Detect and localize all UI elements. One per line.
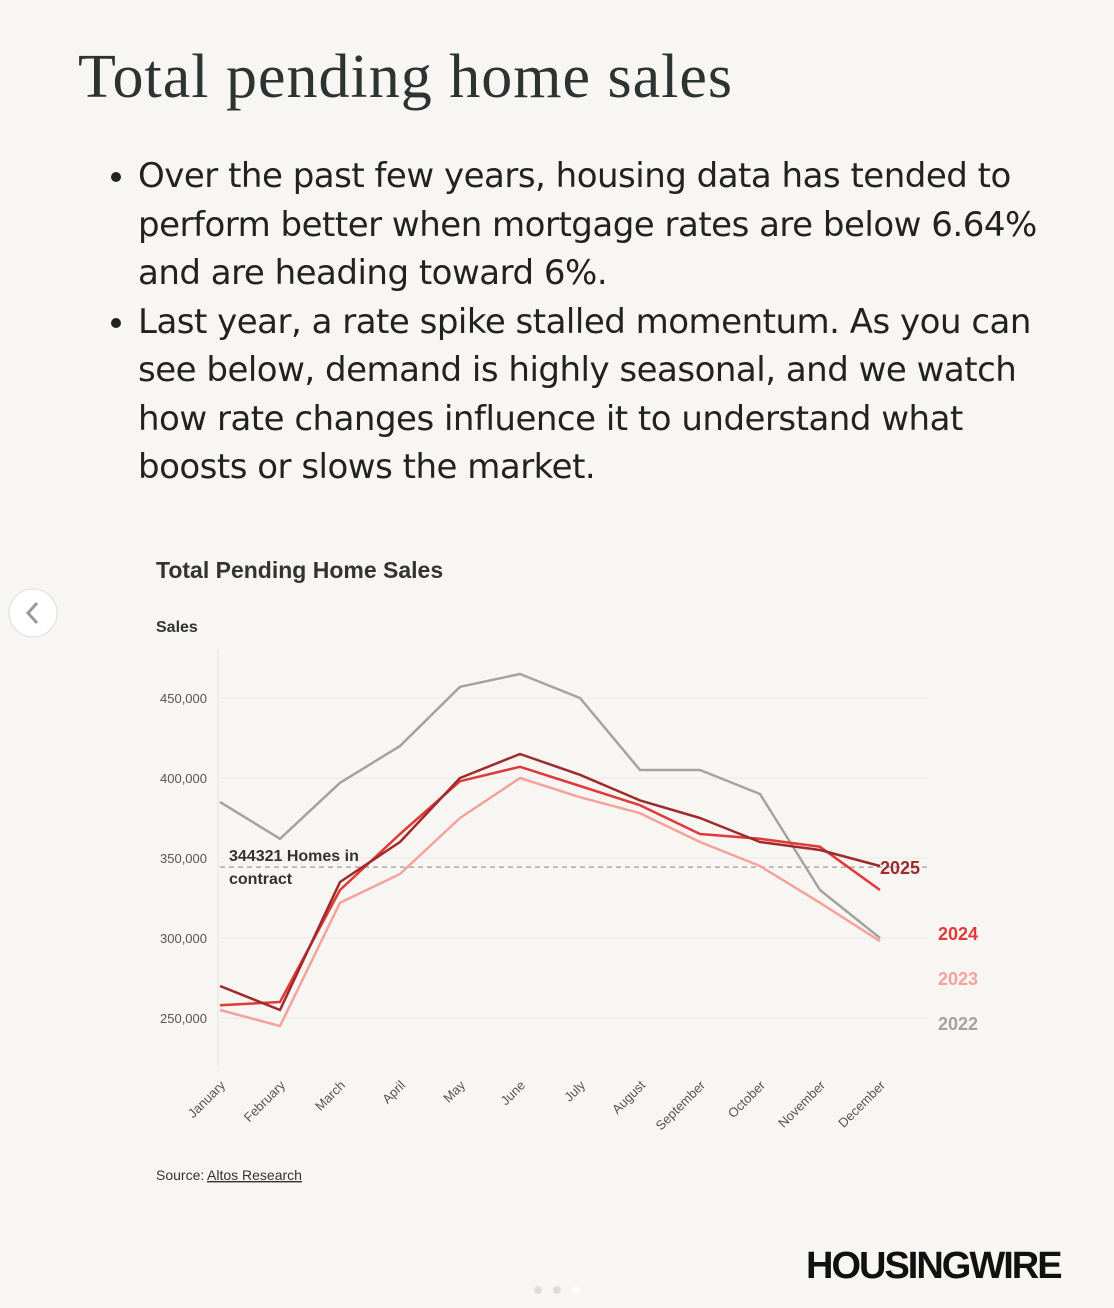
y-tick-label: 450,000 [160,691,207,706]
x-tick-label: June [498,1078,529,1109]
bullet-list: Over the past few years, housing data ha… [100,152,1078,492]
source-prefix: Source: [156,1167,204,1183]
x-tick-label: July [561,1077,588,1104]
brand-logo: HOUSINGWIRE [806,1245,1061,1287]
series-end-label: 2024 [938,924,978,944]
series-end-label: 2023 [938,969,978,989]
x-tick-label: April [379,1077,408,1106]
x-tick-label: May [440,1077,468,1105]
chart-title: Total Pending Home Sales [156,557,443,583]
y-axis-label: Sales [156,619,198,636]
x-tick-label: February [241,1077,289,1125]
x-tick-label: December [835,1077,888,1130]
source-link[interactable]: Altos Research [207,1167,302,1183]
back-icon [25,601,39,625]
bullet: Over the past few years, housing data ha… [138,152,1078,298]
page-title: Total pending home sales [78,43,734,111]
x-tick-label: September [653,1077,709,1133]
series-line [219,765,881,1007]
y-tick-label: 350,000 [160,851,207,866]
y-tick-label: 250,000 [160,1011,207,1026]
reference-label: 344321 Homes in contract [229,848,359,888]
series-line [219,752,881,1012]
series-line [219,776,881,1028]
page-dot[interactable] [553,1286,561,1294]
y-tick-label: 300,000 [160,931,207,946]
series-end-label: 2025 [880,858,920,878]
page-dot[interactable] [572,1286,580,1294]
series-line [219,672,881,939]
series-end-label: 2022 [938,1014,978,1034]
bullet: Last year, a rate spike stalled momentum… [138,298,1078,492]
y-tick-label: 400,000 [160,771,207,786]
x-tick-label: November [775,1077,828,1130]
x-tick-label: March [312,1078,348,1114]
page-dot[interactable] [534,1286,542,1294]
x-tick-label: October [725,1077,769,1121]
back-button[interactable] [8,588,58,638]
x-tick-label: August [609,1077,648,1116]
x-tick-label: January [185,1077,229,1121]
